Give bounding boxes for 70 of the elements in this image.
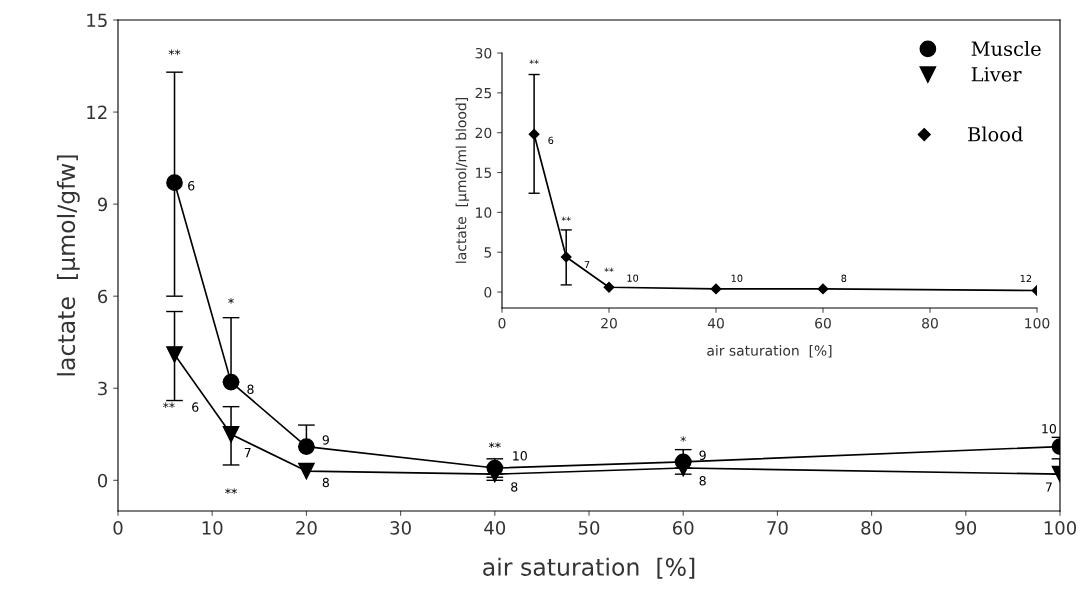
x-tick-label: 10 — [202, 521, 223, 535]
point — [603, 281, 615, 293]
legend-label: Blood — [968, 126, 1023, 142]
annotation: * — [228, 298, 234, 304]
y-tick-label: 30 — [475, 47, 492, 59]
y-tick-label: 0 — [97, 473, 108, 488]
y-tick-label: 10 — [476, 207, 492, 218]
point — [817, 283, 829, 295]
annotation: ** — [604, 267, 614, 273]
x-tick-label: 80 — [922, 317, 938, 329]
x-tick-label: 30 — [390, 521, 411, 535]
y-tick-label: 6 — [98, 289, 108, 304]
point — [166, 174, 183, 191]
annotation: 8 — [322, 477, 329, 488]
x-tick-label: 100 — [1044, 521, 1077, 535]
y-tick-label: 12 — [87, 105, 107, 119]
y-tick-label: 25 — [475, 87, 492, 99]
x-tick-label: 0 — [113, 521, 123, 535]
y-tick-label: 9 — [97, 197, 108, 212]
y-tick-label: 5 — [484, 247, 492, 258]
y-axis-title: lactate [μmol/ml blood] — [455, 98, 470, 263]
x-tick-label: 50 — [578, 521, 600, 535]
annotation: 8 — [841, 274, 847, 282]
x-tick-label: 20 — [601, 317, 617, 329]
annotation: ** — [162, 402, 175, 409]
y-tick-label: 20 — [475, 127, 492, 139]
x-tick-label: 40 — [707, 317, 724, 329]
legend-label: Muscle — [971, 40, 1041, 57]
x-tick-label: 70 — [767, 521, 788, 535]
x-axis-title: air saturation [%] — [707, 345, 832, 358]
annotation: 9 — [699, 450, 706, 460]
annotation: ** — [168, 49, 181, 56]
point — [166, 346, 183, 363]
annotation: 10 — [513, 451, 527, 461]
annotation: ** — [529, 59, 539, 65]
point — [298, 462, 315, 480]
annotation: 7 — [244, 448, 251, 458]
annotation: 8 — [699, 476, 706, 486]
x-tick-label: 40 — [484, 521, 506, 535]
x-tick-label: 100 — [1025, 317, 1050, 329]
legend-label: Liver — [971, 67, 1022, 82]
x-tick-label: 90 — [955, 521, 977, 535]
x-axis-title: air saturation [%] — [483, 557, 695, 579]
x-tick-label: 80 — [861, 521, 882, 535]
annotation: 9 — [322, 435, 329, 445]
annotation: 10 — [627, 274, 639, 282]
x-tick-label: 60 — [815, 317, 831, 329]
x-tick-label: 20 — [296, 521, 317, 535]
annotation: 10 — [1042, 424, 1057, 434]
y-tick-label: 3 — [98, 381, 107, 396]
x-tick-label: 0 — [498, 317, 506, 329]
annotation: * — [680, 436, 686, 442]
x-tick-label: 60 — [672, 521, 694, 535]
y-axis-title: lactate [μmol/gfw] — [56, 155, 80, 376]
annotation: 12 — [1020, 274, 1032, 283]
annotation: 6 — [548, 136, 554, 145]
annotation: 7 — [1045, 482, 1052, 492]
y-tick-label: 15 — [476, 167, 492, 179]
annotation: 10 — [731, 274, 743, 282]
annotation: ** — [488, 442, 501, 448]
annotation: ** — [561, 216, 571, 222]
point — [710, 283, 722, 295]
annotation: 6 — [192, 402, 199, 412]
annotation: 8 — [511, 482, 518, 492]
y-tick-label: 0 — [484, 287, 492, 298]
annotation: 6 — [188, 180, 195, 191]
y-tick-label: 15 — [87, 13, 107, 28]
annotation: ** — [225, 488, 237, 494]
annotation: 8 — [247, 384, 254, 395]
annotation: 7 — [584, 260, 590, 269]
